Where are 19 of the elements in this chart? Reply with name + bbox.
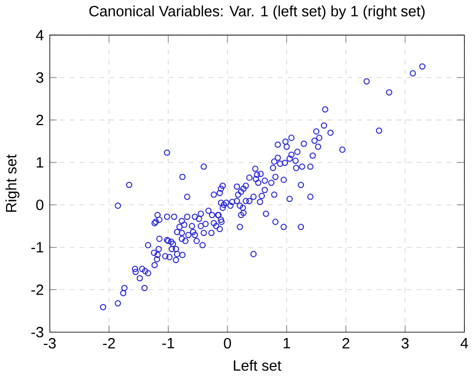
y-tick-label: 1 — [36, 157, 44, 168]
x-axis-title: Left set — [234, 360, 282, 371]
y-tick-label: 2 — [36, 114, 44, 126]
x-tick-label: 2 — [342, 338, 350, 348]
y-tick-label: -1 — [31, 242, 44, 252]
x-tick-label: -3 — [44, 338, 56, 348]
x-tick-label: 0 — [224, 338, 232, 348]
x-tick-label: 4 — [460, 338, 468, 348]
y-tick-label: 4 — [36, 30, 44, 40]
y-axis-title: Right set — [6, 154, 20, 212]
chart-title: Canonical Variables: Var. 1 (left set) by 1 (right set) — [89, 5, 425, 20]
x-tick-label: 1 — [284, 338, 290, 348]
x-tick-label: 3 — [402, 338, 409, 348]
x-tick-label: -1 — [162, 338, 174, 348]
y-tick-label: -2 — [31, 284, 44, 295]
y-tick-label: 3 — [36, 72, 44, 83]
y-tick-label: 0 — [36, 199, 44, 210]
y-tick-label: -3 — [31, 326, 44, 338]
x-tick-label: -2 — [103, 338, 115, 348]
